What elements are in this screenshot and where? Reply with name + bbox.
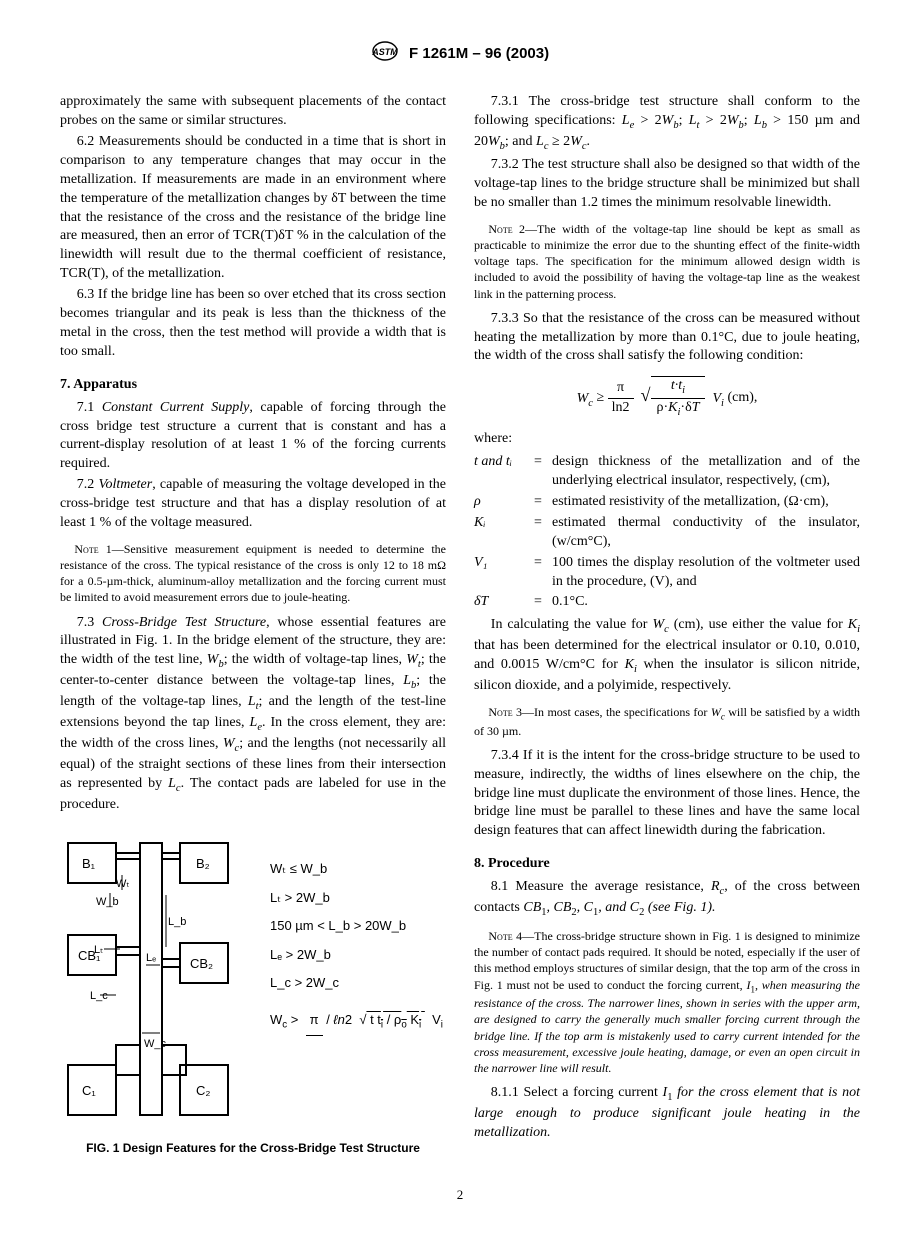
fig-eq-6: Wc > π / ℓn2 √ t ti / ρo Ki Vi [270,1006,446,1036]
calc2: (cm), use either the value for [669,617,848,632]
para-7-3-4: 7.3.4 If it is the intent for the cross-… [474,747,860,841]
wr4t: V₁ [474,554,534,573]
para-7-3-2: 7.3.2 The test structure shall also be d… [474,156,860,213]
p72-term: Voltmeter [99,477,153,492]
where-row-1: t and tᵢ = design thickness of the metal… [474,453,860,491]
para-calc: In calculating the value for Wc (cm), us… [474,616,860,696]
fig-eq-4: Lₑ > 2W_b [270,941,446,970]
body-columns: approximately the same with subsequent p… [60,93,860,1156]
wr4d: 100 times the display resolution of the … [552,554,860,592]
svg-text:Lₑ: Lₑ [146,952,156,964]
calc1: In calculating the value for [491,617,653,632]
where-row-2: ρ = estimated resistivity of the metalli… [474,493,860,512]
page-header: ASTM F 1261M – 96 (2003) [60,40,860,68]
figure-1-equations: Wₜ ≤ W_b Lₜ > 2W_b 150 µm < L_b > 20W_b … [270,835,446,1036]
wr5eq: = [534,593,552,612]
standard-number: F 1261M – 96 (2003) [409,45,549,62]
fig-eq-1: Wₜ ≤ W_b [270,855,446,884]
equation-wc: Wc ≥ π ln2 √ t·ti ρ·Ki·δT Vi (cm), [474,376,860,420]
wr2d: estimated resistivity of the metallizati… [552,493,860,512]
note-3-label: Note [488,705,516,719]
note-1: Note 1—Sensitive measurement equipment i… [60,541,446,606]
astm-logo-icon: ASTM [371,40,399,68]
note-1-text: 1—Sensitive measurement equipment is nee… [60,542,446,605]
where-row-3: Kᵢ = estimated thermal conductivity of t… [474,514,860,552]
p71-term: Constant Current Supply [102,400,250,415]
wr2eq: = [534,493,552,512]
wr5t: δT [474,593,534,612]
note-4: Note 4—The cross-bridge structure shown … [474,928,860,1076]
note3-1: 3—In most cases, the specifications for [516,705,711,719]
svg-text:B₂: B₂ [196,856,210,871]
svg-text:C₁: C₁ [82,1083,96,1098]
wr1eq: = [534,453,552,472]
svg-text:B₁: B₁ [82,856,96,871]
figure-1-caption: FIG. 1 Design Features for the Cross-Bri… [60,1140,446,1156]
wr1t: t and tᵢ [474,453,534,472]
p811-1: 8.1.1 Select a forcing current [491,1085,663,1100]
page-number: 2 [60,1186,860,1204]
wr1d: design thickness of the metallization an… [552,453,860,491]
para-8-1-1: 8.1.1 Select a forcing current I1 for th… [474,1084,860,1143]
p81-3: (see Fig. 1). [644,900,715,915]
where-row-5: δT = 0.1°C. [474,593,860,612]
where-row-4: V₁ = 100 times the display resolution of… [474,554,860,592]
svg-text:Lₜ: Lₜ [94,944,103,956]
para-7-3: 7.3 Cross-Bridge Test Structure, whose e… [60,614,446,815]
wr2t: ρ [474,493,534,512]
p73-term: Cross-Bridge Test Structure [102,615,266,630]
figure-1-diagram: B₁ B₂ CB₁ CB₂ C₁ C₂ Wₜ W_b L_b Lₜ Lₑ L_c [60,835,260,1132]
note-3: Note 3—In most cases, the specifications… [474,704,860,739]
para-6-1-cont: approximately the same with subsequent p… [60,93,446,131]
where-list: t and tᵢ = design thickness of the metal… [474,453,860,612]
section-7-head: 7. Apparatus [60,376,446,395]
fig-eq-3: 150 µm < L_b > 20W_b [270,912,446,941]
wr3d: estimated thermal conductivity of the in… [552,514,860,552]
para-6-3: 6.3 If the bridge line has been so over … [60,286,446,362]
p731-3: ; and [505,134,536,149]
svg-text:CB₂: CB₂ [190,956,213,971]
figure-1: B₁ B₂ CB₁ CB₂ C₁ C₂ Wₜ W_b L_b Lₜ Lₑ L_c [60,835,446,1156]
svg-text:W_b: W_b [96,896,119,908]
svg-text:L_b: L_b [168,916,186,928]
svg-text:L_c: L_c [90,990,108,1002]
fig-eq-5: L_c > 2W_c [270,969,446,998]
p72-num: 7.2 [77,477,99,492]
where-label: where: [474,430,860,449]
para-8-1: 8.1 Measure the average resistance, Rc, … [474,878,860,920]
note-2-text: 2—The width of the voltage-tap line shou… [474,222,860,301]
svg-text:Wₜ: Wₜ [116,878,130,890]
svg-text:W_c: W_c [144,1038,167,1050]
para-6-2: 6.2 Measurements should be conducted in … [60,133,446,284]
wr4eq: = [534,554,552,573]
svg-text:ASTM: ASTM [371,47,398,57]
note4-2: , when measuring the resistance of the c… [474,978,860,1075]
note-2-label: Note [488,222,519,236]
fig-eq-2: Lₜ > 2W_b [270,884,446,913]
p71-num: 7.1 [77,400,102,415]
p73-num: 7.3 [77,615,102,630]
para-7-2: 7.2 Voltmeter, capable of measuring the … [60,476,446,533]
note-4-label: Note [488,929,516,943]
para-7-3-3: 7.3.3 So that the resistance of the cros… [474,310,860,367]
note-2: Note 2—The width of the voltage-tap line… [474,221,860,302]
wr3t: Kᵢ [474,514,534,533]
wr3eq: = [534,514,552,533]
para-7-1: 7.1 Constant Current Supply, capable of … [60,399,446,475]
p81-1: 8.1 Measure the average resistance, [491,879,711,894]
svg-text:C₂: C₂ [196,1083,210,1098]
p73c2: ; the width of voltage-tap lines, [224,652,407,667]
wr5d: 0.1°C. [552,593,860,612]
para-7-3-1: 7.3.1 The cross-bridge test structure sh… [474,93,860,154]
section-8-head: 8. Procedure [474,855,860,874]
note-1-label: Note [74,542,105,556]
